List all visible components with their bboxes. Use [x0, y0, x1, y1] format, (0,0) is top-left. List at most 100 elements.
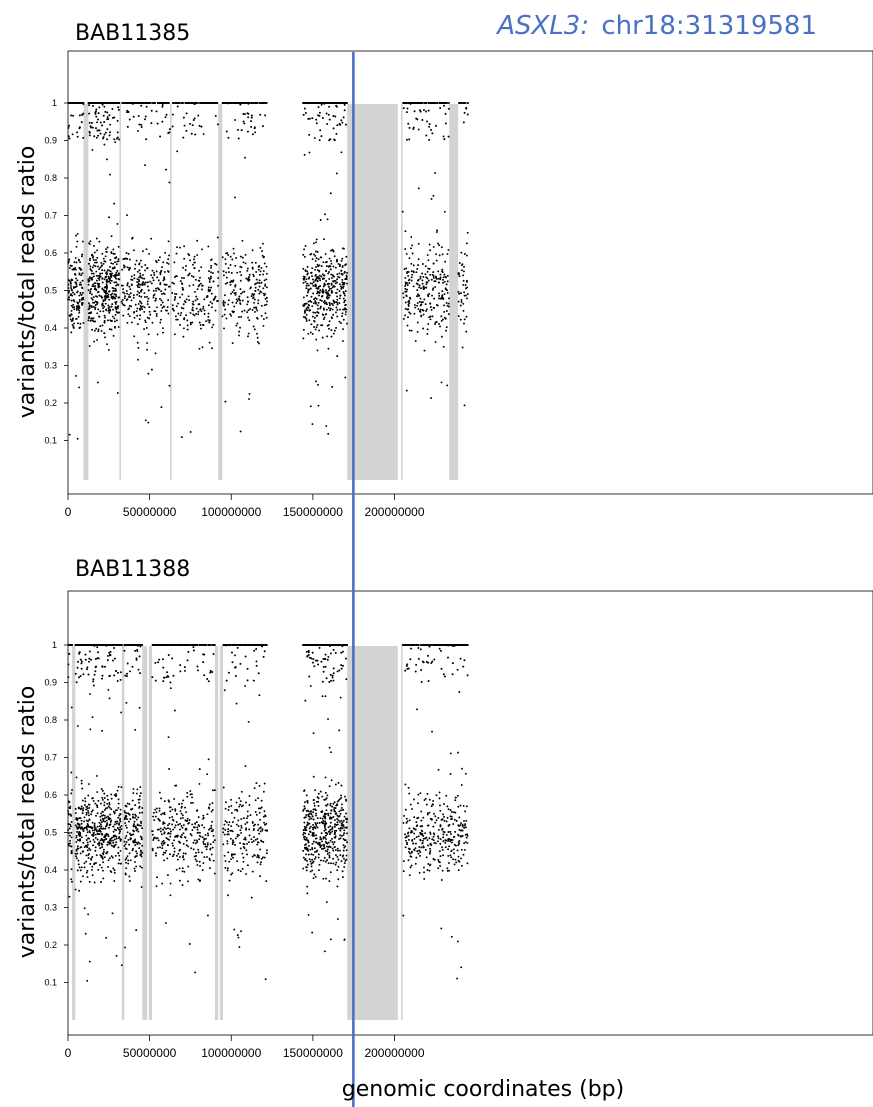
- variant-point: [248, 275, 251, 278]
- variant-point: [125, 848, 128, 851]
- variant-point: [237, 834, 240, 837]
- variant-point: [168, 181, 171, 184]
- variant-point: [444, 260, 447, 263]
- variant-point: [106, 343, 108, 346]
- variant-point: [75, 281, 78, 284]
- variant-point: [155, 837, 158, 840]
- variant-point: [133, 823, 135, 826]
- variant-point: [122, 314, 125, 317]
- variant-point: [76, 830, 79, 833]
- variant-point: [260, 857, 263, 860]
- variant-point: [163, 278, 166, 281]
- variant-point: [128, 803, 131, 806]
- variant-point: [465, 254, 468, 257]
- variant-point: [104, 825, 107, 828]
- variant-point: [166, 644, 169, 646]
- variant-point: [259, 246, 262, 249]
- variant-point: [68, 258, 71, 261]
- variant-point: [75, 834, 78, 837]
- variant-point: [79, 281, 82, 284]
- variant-point: [190, 132, 193, 135]
- variant-point: [77, 315, 80, 318]
- variant-point: [96, 838, 99, 841]
- variant-point: [316, 263, 319, 266]
- variant-point: [311, 267, 314, 270]
- variant-point: [325, 425, 328, 427]
- variant-point: [206, 914, 209, 917]
- variant-point: [151, 849, 154, 852]
- variant-point: [315, 380, 317, 383]
- variant-point: [192, 649, 195, 652]
- variant-point: [68, 652, 71, 655]
- variant-point: [222, 843, 225, 846]
- y-tick-label: 1: [52, 98, 57, 108]
- variant-point: [112, 252, 115, 255]
- variant-point: [80, 662, 83, 665]
- variant-point: [342, 328, 344, 331]
- variant-point: [463, 322, 465, 325]
- variant-point: [425, 110, 428, 113]
- variant-point: [147, 372, 150, 375]
- variant-point: [317, 258, 320, 261]
- variant-point: [338, 265, 341, 268]
- variant-point: [211, 671, 214, 674]
- variant-point: [115, 319, 118, 322]
- variant-point: [332, 332, 335, 335]
- variant-point: [168, 838, 171, 841]
- variant-point: [322, 318, 325, 321]
- variant-point: [439, 276, 442, 279]
- variant-point: [191, 796, 193, 799]
- variant-point: [305, 650, 308, 653]
- variant-point: [78, 676, 81, 679]
- variant-point: [413, 102, 416, 104]
- variant-point: [222, 300, 225, 302]
- variant-point: [340, 151, 343, 154]
- variant-point: [402, 317, 405, 320]
- variant-point: [141, 283, 144, 286]
- variant-point: [102, 818, 105, 821]
- variant-point: [71, 324, 74, 326]
- variant-point: [466, 113, 469, 116]
- variant-point: [95, 814, 97, 817]
- variant-point: [314, 259, 317, 262]
- variant-point: [155, 287, 157, 290]
- variant-point: [142, 102, 145, 104]
- variant-point: [190, 274, 193, 277]
- variant-point: [120, 300, 123, 303]
- variant-point: [418, 102, 421, 104]
- variant-point: [117, 806, 120, 809]
- variant-point: [189, 793, 192, 796]
- variant-point: [139, 301, 142, 304]
- variant-point: [69, 315, 72, 318]
- variant-point: [122, 258, 125, 261]
- variant-point: [195, 821, 198, 824]
- variant-point: [126, 818, 128, 821]
- variant-point: [123, 649, 126, 652]
- variant-point: [160, 842, 163, 845]
- variant-point: [200, 310, 203, 313]
- variant-point: [115, 837, 118, 840]
- variant-point: [241, 310, 244, 313]
- variant-point: [193, 255, 196, 258]
- variant-point: [119, 812, 122, 815]
- variant-point: [339, 294, 342, 297]
- variant-point: [416, 304, 419, 307]
- variant-point: [342, 297, 345, 300]
- variant-point: [411, 244, 414, 247]
- variant-point: [116, 392, 119, 394]
- variant-point: [198, 347, 201, 350]
- variant-point: [154, 661, 157, 664]
- variant-point: [319, 285, 321, 288]
- variant-point: [326, 102, 329, 104]
- variant-point: [216, 123, 219, 126]
- variant-point: [115, 102, 118, 104]
- variant-point: [103, 289, 106, 292]
- variant-point: [244, 253, 247, 256]
- variant-point: [422, 108, 425, 111]
- variant-point: [311, 651, 314, 654]
- variant-point: [172, 844, 174, 847]
- variant-point: [118, 858, 121, 861]
- variant-point: [313, 242, 315, 245]
- variant-point: [457, 300, 460, 303]
- variant-point: [229, 255, 232, 258]
